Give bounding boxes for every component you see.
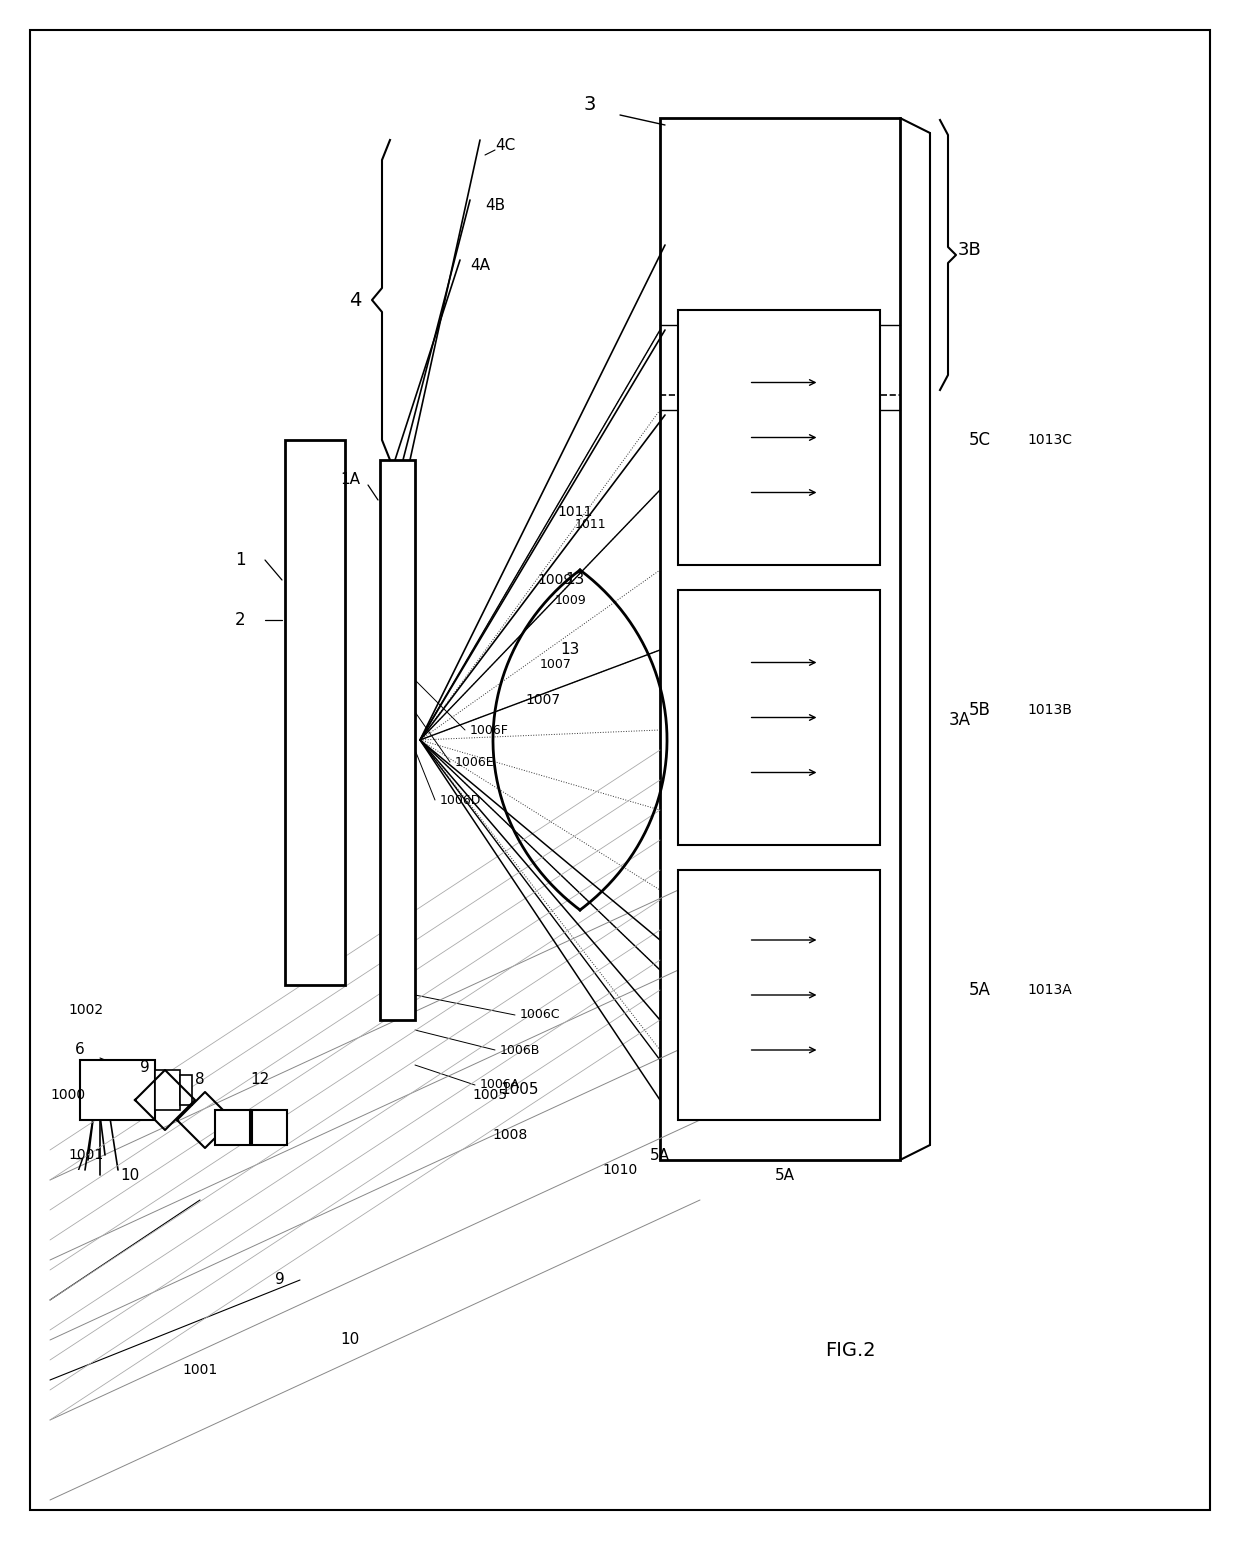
Text: 1001: 1001	[68, 1149, 103, 1163]
Text: 1006B: 1006B	[500, 1043, 541, 1056]
Text: 1010: 1010	[603, 1163, 637, 1176]
Text: 1002: 1002	[68, 1003, 103, 1017]
Text: 1007: 1007	[526, 694, 560, 707]
Text: 3B: 3B	[959, 241, 982, 259]
Bar	[678, 590, 880, 845]
Text: 13: 13	[560, 642, 579, 658]
Text: 1009: 1009	[537, 573, 573, 587]
Text: 5C: 5C	[968, 430, 991, 449]
Text: 2: 2	[234, 611, 246, 628]
Text: 1A: 1A	[340, 472, 360, 488]
Text: 4: 4	[348, 291, 361, 310]
Text: 7: 7	[76, 1158, 84, 1172]
Text: 9: 9	[275, 1272, 285, 1288]
Bar	[180, 1074, 192, 1105]
Bar	[660, 118, 900, 1159]
Text: 1008: 1008	[492, 1128, 528, 1142]
Text: 4B: 4B	[485, 198, 505, 212]
Text: 1000: 1000	[50, 1088, 86, 1102]
Text: 1009: 1009	[556, 593, 587, 607]
Text: 10: 10	[340, 1333, 360, 1347]
Text: 1011: 1011	[557, 505, 593, 519]
Bar	[155, 1070, 180, 1110]
Text: 6: 6	[76, 1042, 84, 1057]
Bar	[252, 1110, 286, 1146]
Text: 1006C: 1006C	[520, 1008, 560, 1022]
Text: 1007: 1007	[539, 658, 572, 672]
Text: 13: 13	[565, 573, 585, 588]
Text: 8: 8	[195, 1073, 205, 1088]
Bar	[379, 460, 415, 1020]
Text: FIG.2: FIG.2	[825, 1341, 875, 1359]
Text: 1013B: 1013B	[1028, 703, 1073, 717]
Text: 5A: 5A	[970, 981, 991, 998]
Text: 1005: 1005	[472, 1088, 507, 1102]
Bar	[285, 440, 345, 985]
Bar	[81, 1060, 155, 1121]
Text: 4A: 4A	[470, 257, 490, 272]
Text: 1013A: 1013A	[1028, 983, 1073, 997]
Text: 12: 12	[250, 1073, 269, 1088]
Text: 1006F: 1006F	[470, 723, 508, 737]
Text: 1: 1	[234, 551, 246, 570]
Text: 1006A: 1006A	[480, 1079, 521, 1091]
Text: 5B: 5B	[970, 701, 991, 718]
Text: 10: 10	[120, 1167, 140, 1183]
Text: 5A: 5A	[775, 1167, 795, 1183]
Text: 4C: 4C	[495, 138, 515, 153]
Text: 1011: 1011	[575, 519, 606, 531]
Text: 1006D: 1006D	[440, 794, 481, 807]
Text: 1001: 1001	[182, 1362, 218, 1378]
Text: 1006E: 1006E	[455, 755, 495, 768]
Text: 1013C: 1013C	[1028, 433, 1073, 447]
Bar	[215, 1110, 250, 1146]
Text: 1005: 1005	[501, 1082, 539, 1098]
Text: 5A: 5A	[650, 1147, 670, 1163]
Text: 3A: 3A	[949, 711, 971, 729]
Bar	[678, 310, 880, 565]
Bar	[678, 870, 880, 1121]
Text: 9: 9	[140, 1060, 150, 1076]
Text: 3: 3	[584, 96, 596, 115]
